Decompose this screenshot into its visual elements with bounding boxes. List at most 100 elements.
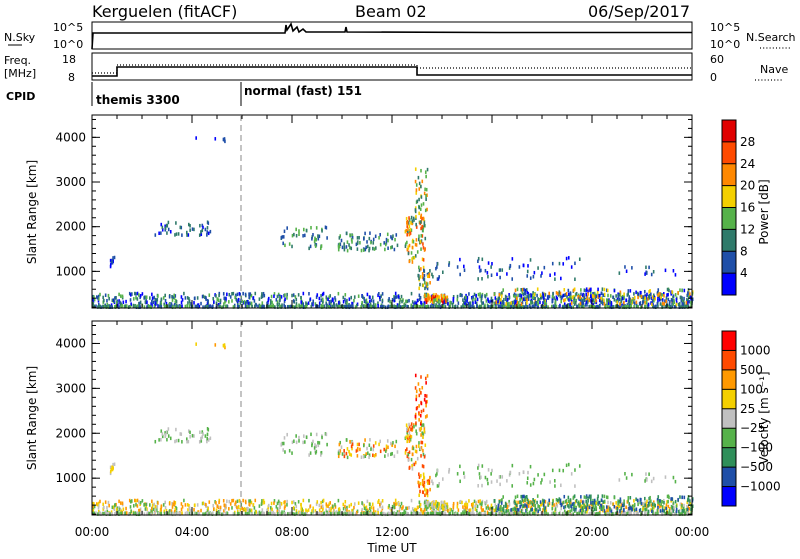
- data-cell: [686, 504, 688, 509]
- data-cell: [534, 509, 537, 514]
- data-cell: [489, 507, 491, 511]
- data-cell: [392, 234, 394, 238]
- data-cell: [553, 272, 556, 276]
- data-cell: [615, 299, 618, 303]
- data-cell: [519, 511, 522, 515]
- data-cell: [470, 304, 472, 309]
- data-cell: [507, 302, 510, 306]
- data-cell: [619, 497, 622, 501]
- data-cell: [219, 300, 222, 305]
- data-cell: [315, 304, 317, 309]
- data-cell: [386, 439, 389, 443]
- data-cell: [464, 302, 466, 306]
- data-cell: [111, 305, 113, 309]
- data-cell: [351, 301, 353, 306]
- data-cell: [130, 292, 133, 296]
- data-cell: [214, 293, 216, 297]
- data-cell: [686, 293, 689, 298]
- data-cell: [603, 287, 606, 292]
- data-cell: [568, 294, 571, 299]
- data-cell: [446, 505, 449, 509]
- data-cell: [519, 304, 522, 308]
- data-cell: [581, 299, 584, 303]
- data-cell: [244, 292, 247, 297]
- data-cell: [679, 495, 681, 499]
- data-cell: [628, 502, 631, 506]
- data-cell: [585, 499, 588, 504]
- data-cell: [129, 512, 131, 516]
- data-cell: [384, 512, 387, 517]
- data-cell: [424, 170, 427, 174]
- data-cell: [420, 420, 423, 424]
- data-cell: [356, 247, 359, 251]
- data-cell: [315, 295, 318, 299]
- data-cell: [437, 305, 439, 309]
- data-cell: [664, 299, 666, 303]
- data-cell: [588, 298, 591, 303]
- data-cell: [586, 298, 589, 302]
- data-cell: [462, 303, 464, 307]
- data-cell: [284, 297, 286, 301]
- data-cell: [420, 226, 422, 231]
- data-cell: [167, 220, 170, 225]
- data-cell: [526, 512, 529, 516]
- data-cell: [673, 298, 675, 303]
- data-cell: [195, 305, 198, 309]
- data-cell: [427, 272, 430, 276]
- data-cell: [143, 296, 146, 300]
- data-cell: [686, 500, 689, 505]
- data-cell: [250, 293, 253, 298]
- data-cell: [640, 291, 642, 295]
- data-cell: [172, 502, 174, 506]
- data-cell: [249, 301, 251, 305]
- data-cell: [414, 386, 417, 390]
- data-cell: [422, 475, 425, 479]
- data-cell: [567, 495, 570, 500]
- data-cell: [300, 295, 302, 300]
- data-cell: [503, 511, 506, 516]
- data-cell: [627, 289, 630, 293]
- data-cell: [425, 507, 428, 511]
- data-cell: [427, 503, 429, 507]
- data-cell: [574, 500, 577, 504]
- data-cell: [481, 277, 483, 281]
- data-cell: [187, 233, 190, 237]
- data-cell: [364, 231, 366, 236]
- data-cell: [125, 299, 127, 304]
- data-cell: [410, 435, 413, 439]
- data-cell: [420, 401, 423, 406]
- data-cell: [151, 503, 154, 507]
- data-cell: [279, 304, 281, 309]
- data-cell: [321, 305, 323, 309]
- data-cell: [510, 301, 512, 305]
- data-cell: [480, 296, 483, 301]
- data-cell: [390, 235, 392, 239]
- data-cell: [476, 511, 478, 516]
- data-cell: [184, 511, 187, 516]
- data-cell: [106, 298, 108, 303]
- data-cell: [421, 275, 424, 280]
- data-cell: [640, 497, 642, 502]
- data-cell: [626, 304, 628, 309]
- data-cell: [431, 501, 434, 506]
- data-cell: [521, 507, 524, 512]
- data-cell: [253, 511, 256, 516]
- data-cell: [411, 425, 414, 430]
- data-cell: [169, 511, 172, 516]
- data-cell: [284, 304, 286, 309]
- data-cell: [680, 512, 682, 516]
- data-cell: [302, 498, 305, 503]
- data-cell: [570, 301, 573, 305]
- data-cell: [657, 505, 659, 510]
- data-cell: [427, 305, 430, 309]
- data-cell: [618, 478, 621, 482]
- data-cell: [548, 501, 551, 506]
- data-cell: [114, 503, 116, 507]
- data-cell: [381, 304, 384, 309]
- data-cell: [672, 509, 675, 513]
- data-cell: [175, 439, 178, 443]
- data-cell: [410, 251, 413, 255]
- data-cell: [691, 290, 694, 294]
- data-cell: [162, 296, 165, 300]
